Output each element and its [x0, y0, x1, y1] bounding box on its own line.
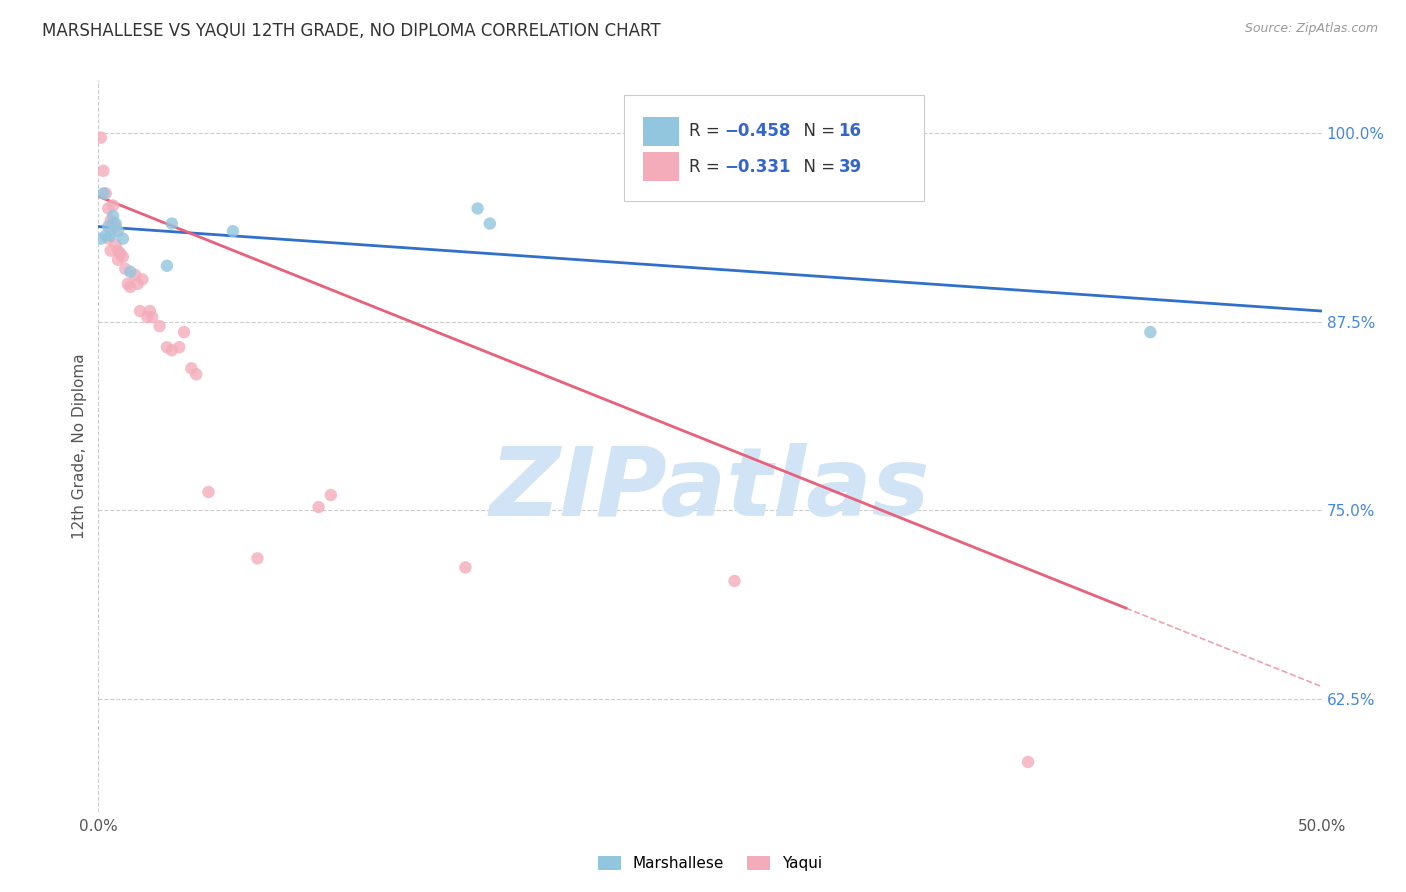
Text: ZIPatlas: ZIPatlas — [489, 443, 931, 536]
Point — [97, 202, 120, 216]
Text: 39: 39 — [838, 158, 862, 176]
Point — [110, 246, 132, 260]
Point — [467, 202, 489, 216]
Point — [186, 368, 208, 382]
Legend: Marshallese, Yaqui: Marshallese, Yaqui — [592, 850, 828, 877]
Point — [246, 551, 269, 566]
FancyBboxPatch shape — [643, 117, 679, 146]
Point — [100, 228, 122, 243]
Point — [149, 319, 172, 334]
Point — [104, 237, 127, 252]
Point — [94, 186, 117, 201]
Point — [111, 232, 134, 246]
Point — [100, 244, 122, 258]
FancyBboxPatch shape — [643, 152, 679, 181]
Point — [91, 163, 114, 178]
Point — [104, 217, 127, 231]
Point — [90, 130, 112, 145]
Point — [156, 340, 179, 354]
Text: 16: 16 — [838, 122, 862, 140]
Point — [104, 219, 127, 234]
Point — [101, 198, 124, 212]
Point — [160, 217, 183, 231]
Point — [97, 232, 120, 246]
Point — [454, 560, 477, 574]
Point — [478, 217, 501, 231]
Text: −0.331: −0.331 — [724, 158, 792, 176]
Point — [91, 186, 114, 201]
Point — [160, 343, 183, 358]
Point — [319, 488, 342, 502]
Text: R =: R = — [689, 158, 725, 176]
Point — [129, 304, 152, 318]
Point — [101, 217, 124, 231]
Text: Source: ZipAtlas.com: Source: ZipAtlas.com — [1244, 22, 1378, 36]
FancyBboxPatch shape — [624, 95, 924, 201]
Text: N =: N = — [793, 158, 841, 176]
Point — [127, 277, 149, 291]
Point — [222, 224, 245, 238]
Point — [124, 268, 146, 282]
Point — [114, 261, 136, 276]
Point — [173, 325, 195, 339]
Point — [101, 209, 124, 223]
Point — [1139, 325, 1161, 339]
Point — [136, 310, 159, 324]
Point — [723, 574, 745, 588]
Point — [120, 280, 142, 294]
Point — [107, 244, 129, 258]
Point — [100, 213, 122, 227]
Point — [97, 219, 120, 234]
Y-axis label: 12th Grade, No Diploma: 12th Grade, No Diploma — [72, 353, 87, 539]
Point — [120, 265, 142, 279]
Text: R =: R = — [689, 122, 725, 140]
Text: −0.458: −0.458 — [724, 122, 792, 140]
Point — [180, 361, 202, 376]
Point — [1017, 755, 1039, 769]
Point — [197, 485, 219, 500]
Point — [156, 259, 179, 273]
Point — [131, 272, 153, 286]
Point — [111, 250, 134, 264]
Point — [90, 232, 112, 246]
Point — [107, 252, 129, 267]
Point — [107, 224, 129, 238]
Point — [94, 228, 117, 243]
Point — [139, 304, 162, 318]
Point — [167, 340, 190, 354]
Point — [117, 277, 139, 291]
Point — [141, 310, 163, 324]
Point — [308, 500, 330, 514]
Text: N =: N = — [793, 122, 841, 140]
Text: MARSHALLESE VS YAQUI 12TH GRADE, NO DIPLOMA CORRELATION CHART: MARSHALLESE VS YAQUI 12TH GRADE, NO DIPL… — [42, 22, 661, 40]
